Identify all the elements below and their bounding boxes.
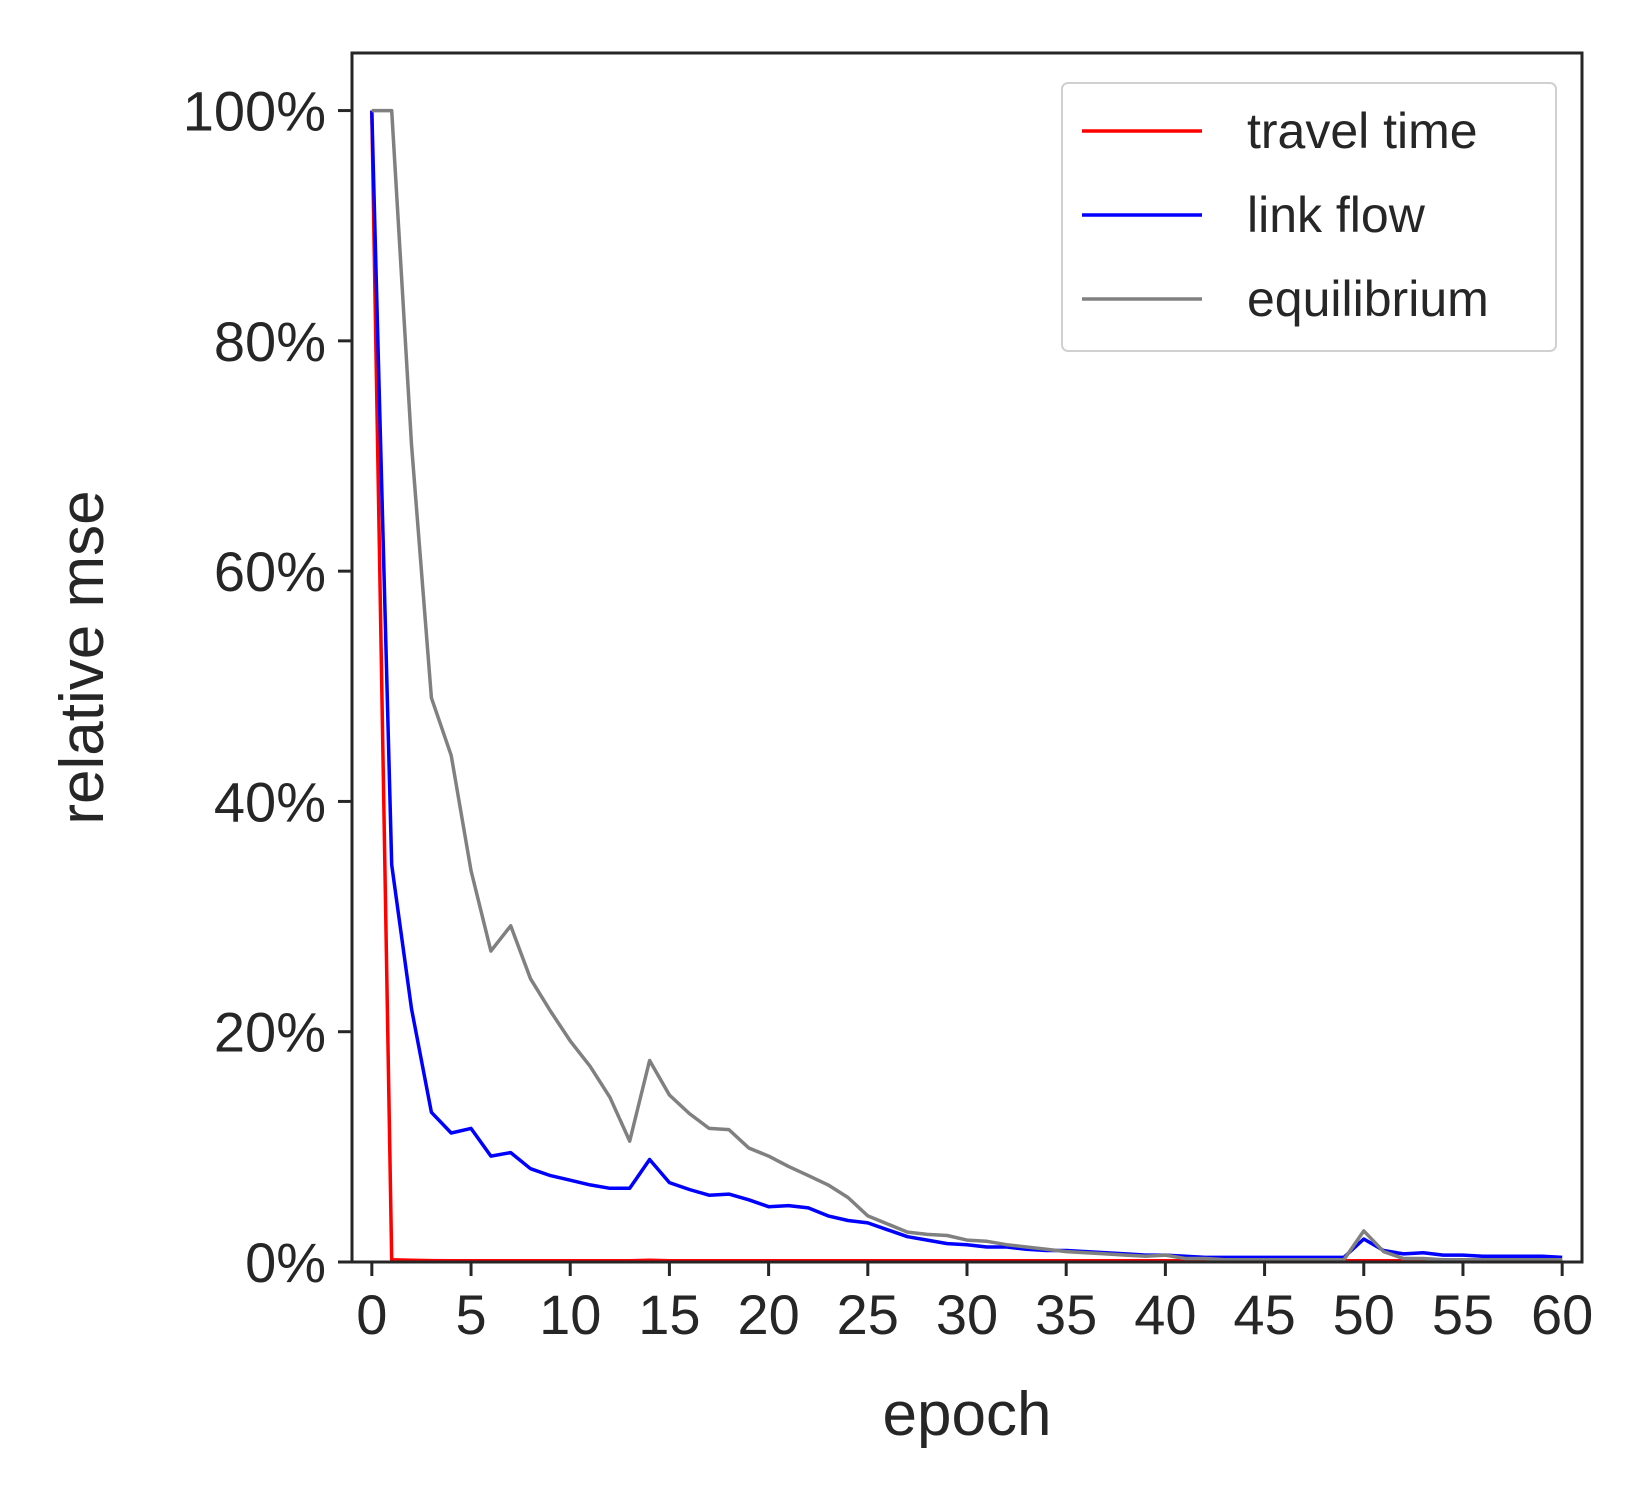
- x-axis-title: epoch: [883, 1380, 1052, 1449]
- x-tick-label: 15: [638, 1283, 700, 1346]
- series-line-2: [371, 108, 1563, 1262]
- y-tick-label: 100%: [183, 80, 326, 143]
- legend-box: [1061, 82, 1557, 352]
- x-tick-label: 25: [837, 1283, 899, 1346]
- x-tick-label: 45: [1233, 1283, 1295, 1346]
- series-line-1: [370, 110, 1563, 1260]
- y-tick-label: 20%: [214, 1001, 326, 1064]
- legend-label-2: equilibrium: [1247, 271, 1489, 327]
- x-tick-label: 20: [737, 1283, 799, 1346]
- x-tick-label: 35: [1035, 1283, 1097, 1346]
- x-tick-label: 0: [356, 1283, 387, 1346]
- x-tick-label: 10: [539, 1283, 601, 1346]
- legend: travel time link flow equilibrium: [1061, 82, 1557, 352]
- y-tick-label: 0%: [245, 1231, 326, 1294]
- y-tick-label: 40%: [214, 770, 326, 833]
- x-tick-label: 50: [1333, 1283, 1395, 1346]
- legend-label-0: travel time: [1247, 103, 1478, 159]
- legend-label-1: link flow: [1247, 187, 1426, 243]
- x-tick-label: 55: [1432, 1283, 1494, 1346]
- y-tick-label: 60%: [214, 540, 326, 603]
- x-tick-label: 30: [936, 1283, 998, 1346]
- tick-layer: 0 5 10 15 20 25 30 35 40 45 50 55 60 0% 20% 40% 60% 80% 10…: [183, 80, 1594, 1346]
- x-tick-label: 5: [455, 1283, 486, 1346]
- x-tick-label: 60: [1531, 1283, 1593, 1346]
- y-axis-title: relative mse: [48, 490, 117, 824]
- x-tick-label: 40: [1134, 1283, 1196, 1346]
- y-tick-label: 80%: [214, 310, 326, 373]
